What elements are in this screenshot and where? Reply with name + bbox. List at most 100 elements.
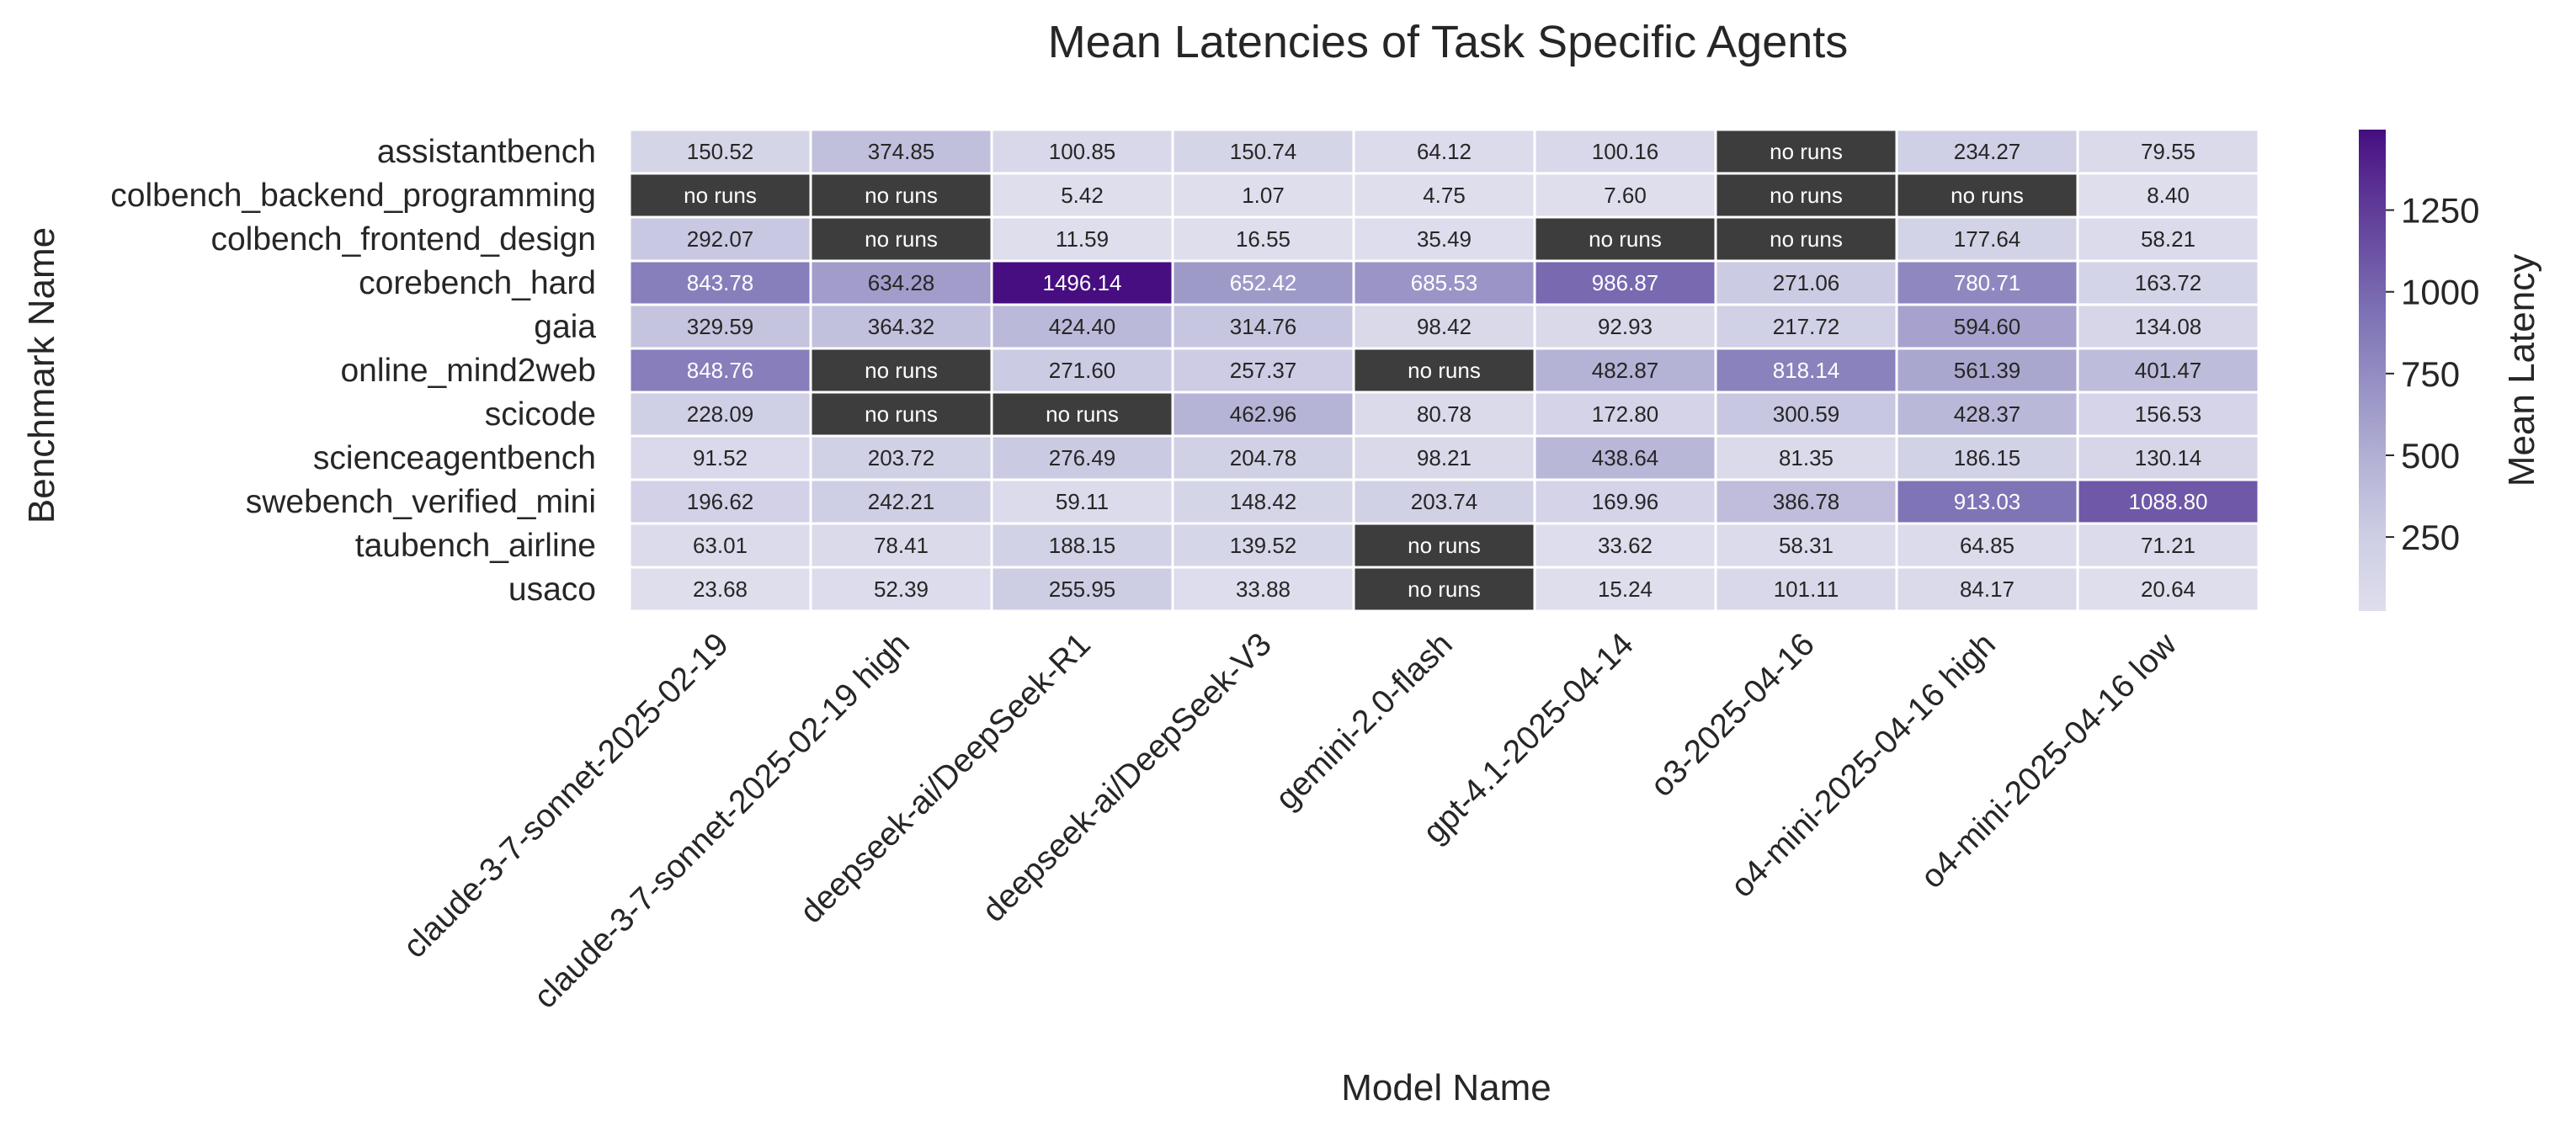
cell-label-r4-c6: 217.72 bbox=[1773, 314, 1840, 339]
cell-label-r7-c5: 438.64 bbox=[1592, 445, 1659, 470]
cell-label-r5-c4: no runs bbox=[1408, 358, 1481, 383]
colorbar-tick-label-500: 500 bbox=[2401, 436, 2460, 476]
cell-label-r5-c2: 271.60 bbox=[1049, 358, 1116, 383]
heatmap-cell-r5-c3 bbox=[1171, 347, 1355, 394]
heatmap-cell-r6-c6 bbox=[1714, 391, 1898, 438]
heatmap-cell-r3-c3 bbox=[1171, 259, 1355, 306]
cell-label-r9-c7: 64.85 bbox=[1960, 533, 2014, 558]
heatmap-cell-r1-c4 bbox=[1352, 172, 1536, 219]
cell-label-r5-c8: 401.47 bbox=[2135, 358, 2202, 383]
cell-label-r5-c3: 257.37 bbox=[1230, 358, 1297, 383]
heatmap-cell-r9-c0 bbox=[628, 522, 812, 569]
x-tick-deepseek-ai-deepseek-r1: deepseek-ai/DeepSeek-R1 bbox=[793, 626, 1098, 931]
cell-label-r1-c8: 8.40 bbox=[2147, 183, 2190, 208]
cell-label-r10-c2: 255.95 bbox=[1049, 577, 1116, 602]
y-tick-taubench-airline: taubench_airline bbox=[355, 528, 596, 564]
cell-label-r8-c8: 1088.80 bbox=[2129, 489, 2208, 514]
heatmap-cell-r9-c8 bbox=[2076, 522, 2260, 569]
cell-label-r2-c6: no runs bbox=[1770, 226, 1843, 252]
cell-label-r8-c7: 913.03 bbox=[1954, 489, 2021, 514]
heatmap-cell-r9-c6 bbox=[1714, 522, 1898, 569]
cell-label-r5-c7: 561.39 bbox=[1954, 358, 2021, 383]
heatmap-cell-r10-c2 bbox=[990, 566, 1174, 613]
x-tick-gemini-2-0-flash: gemini-2.0-flash bbox=[1269, 626, 1460, 817]
cell-label-r5-c6: 818.14 bbox=[1773, 358, 1840, 383]
y-tick-usaco: usaco bbox=[508, 571, 596, 608]
heatmap-cell-r0-c0 bbox=[628, 128, 812, 175]
colorbar-tick-label-750: 750 bbox=[2401, 354, 2460, 394]
heatmap-cell-r10-c6 bbox=[1714, 566, 1898, 613]
cell-label-r1-c5: 7.60 bbox=[1604, 183, 1647, 208]
cell-label-r3-c3: 652.42 bbox=[1230, 270, 1297, 295]
heatmap-cell-r2-c2 bbox=[990, 215, 1174, 263]
cell-label-r9-c5: 33.62 bbox=[1598, 533, 1653, 558]
cell-label-r6-c5: 172.80 bbox=[1592, 401, 1659, 427]
cell-label-r7-c3: 204.78 bbox=[1230, 445, 1297, 470]
cell-label-r6-c4: 80.78 bbox=[1417, 401, 1472, 427]
cell-label-r7-c0: 91.52 bbox=[693, 445, 748, 470]
cell-label-r2-c1: no runs bbox=[865, 226, 938, 252]
heatmap-cell-r8-c1 bbox=[809, 478, 993, 525]
cell-label-r1-c1: no runs bbox=[865, 183, 938, 208]
cell-label-r9-c3: 139.52 bbox=[1230, 533, 1297, 558]
x-tick-claude-3-7-sonnet-2025-02-19: claude-3-7-sonnet-2025-02-19 bbox=[397, 626, 736, 965]
y-tick-colbench-backend-programming: colbench_backend_programming bbox=[110, 178, 596, 214]
heatmap-cell-r8-c2 bbox=[990, 478, 1174, 525]
heatmap-cell-r8-c3 bbox=[1171, 478, 1355, 525]
cell-label-r0-c0: 150.52 bbox=[687, 139, 754, 164]
heatmap-cell-r10-c3 bbox=[1171, 566, 1355, 613]
cell-label-r5-c0: 848.76 bbox=[687, 358, 754, 383]
cell-label-r10-c8: 20.64 bbox=[2141, 577, 2195, 602]
cell-label-r3-c5: 986.87 bbox=[1592, 270, 1659, 295]
heatmap-cell-r7-c4 bbox=[1352, 434, 1536, 481]
cell-label-r7-c7: 186.15 bbox=[1954, 445, 2021, 470]
cell-label-r9-c6: 58.31 bbox=[1779, 533, 1834, 558]
y-tick-corebench-hard: corebench_hard bbox=[359, 265, 596, 301]
cell-label-r10-c5: 15.24 bbox=[1598, 577, 1653, 602]
heatmap-cell-r9-c3 bbox=[1171, 522, 1355, 569]
cell-label-r0-c1: 374.85 bbox=[868, 139, 935, 164]
heatmap-cell-r7-c2 bbox=[990, 434, 1174, 481]
cell-label-r10-c0: 23.68 bbox=[693, 577, 748, 602]
cell-label-r2-c7: 177.64 bbox=[1954, 226, 2021, 252]
cell-label-r3-c8: 163.72 bbox=[2135, 270, 2202, 295]
cell-label-r4-c3: 314.76 bbox=[1230, 314, 1297, 339]
cell-label-r5-c1: no runs bbox=[865, 358, 938, 383]
cell-label-r4-c0: 329.59 bbox=[687, 314, 754, 339]
cell-label-r2-c4: 35.49 bbox=[1417, 226, 1472, 252]
heatmap-cell-r3-c1 bbox=[809, 259, 993, 306]
cell-label-r0-c4: 64.12 bbox=[1417, 139, 1472, 164]
cell-label-r0-c7: 234.27 bbox=[1954, 139, 2021, 164]
heatmap-cell-r4-c8 bbox=[2076, 303, 2260, 350]
heatmap-cell-r10-c7 bbox=[1895, 566, 2079, 613]
heatmap-cell-r5-c7 bbox=[1895, 347, 2079, 394]
heatmap-cell-r10-c4 bbox=[1352, 566, 1536, 613]
y-axis-title: Benchmark Name bbox=[21, 227, 62, 523]
cell-label-r10-c6: 101.11 bbox=[1774, 577, 1839, 602]
cell-label-r10-c7: 84.17 bbox=[1960, 577, 2014, 602]
y-tick-scicode: scicode bbox=[485, 396, 596, 433]
cell-label-r4-c2: 424.40 bbox=[1049, 314, 1116, 339]
x-tick-labels: claude-3-7-sonnet-2025-02-19claude-3-7-s… bbox=[397, 625, 2185, 1015]
heatmap-cell-r10-c1 bbox=[809, 566, 993, 613]
cell-label-r9-c0: 63.01 bbox=[693, 533, 748, 558]
x-tick-deepseek-ai-deepseek-v3: deepseek-ai/DeepSeek-V3 bbox=[976, 626, 1279, 929]
cell-label-r3-c7: 780.71 bbox=[1954, 270, 2021, 295]
colorbar-tick-label-250: 250 bbox=[2401, 518, 2460, 557]
heatmap-cell-r5-c0 bbox=[628, 347, 812, 394]
heatmap-cell-r8-c5 bbox=[1533, 478, 1717, 525]
colorbar-label: Mean Latency bbox=[2501, 254, 2542, 486]
cell-label-r6-c8: 156.53 bbox=[2135, 401, 2202, 427]
heatmap-cell-r6-c0 bbox=[628, 391, 812, 438]
cell-label-r8-c6: 386.78 bbox=[1773, 489, 1840, 514]
heatmap-cell-r6-c1 bbox=[809, 391, 993, 438]
cell-label-r0-c5: 100.16 bbox=[1592, 139, 1659, 164]
heatmap-cell-r5-c5 bbox=[1533, 347, 1717, 394]
cell-label-r6-c3: 462.96 bbox=[1230, 401, 1297, 427]
cell-label-r7-c6: 81.35 bbox=[1779, 445, 1834, 470]
heatmap-cell-r2-c4 bbox=[1352, 215, 1536, 263]
heatmap-cell-r5-c4 bbox=[1352, 347, 1536, 394]
chart-title: Mean Latencies of Task Specific Agents bbox=[1048, 17, 1849, 67]
y-tick-scienceagentbench: scienceagentbench bbox=[313, 440, 596, 476]
